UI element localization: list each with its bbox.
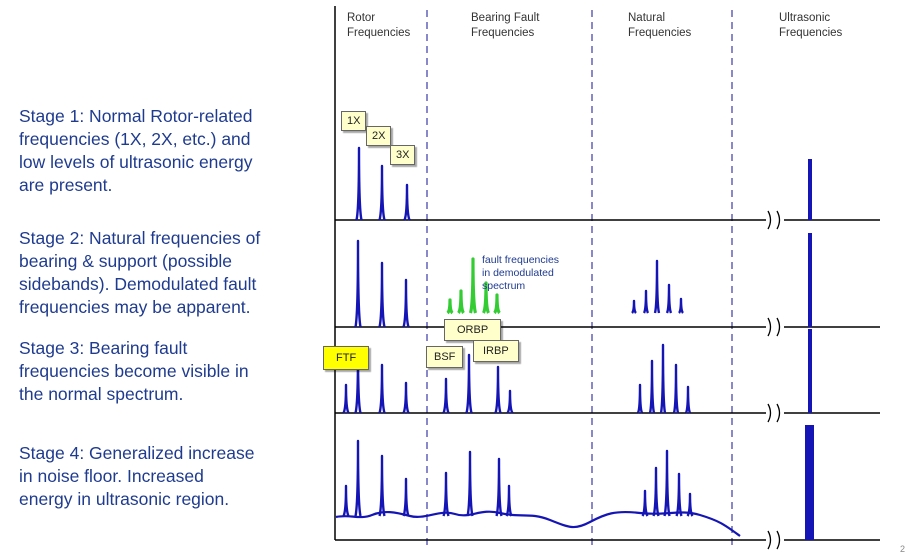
column-header-bearing-fault-line-1: Bearing Fault <box>471 12 540 24</box>
stage-4-peak-1 <box>342 484 350 517</box>
stage-2-peak-2x <box>378 261 386 328</box>
column-header-bearing-fault-line-2: Frequencies <box>471 27 535 39</box>
stage-1-axis-break-b <box>776 210 781 230</box>
stage-3-line-3: the normal spectrum. <box>19 384 184 404</box>
stage-3-peak-2x <box>378 363 386 414</box>
stage-4-peak-7 <box>495 457 503 517</box>
stage-3-natural-peak-3 <box>659 343 667 414</box>
page-number: 2 <box>899 544 905 554</box>
stage-1-line-3: low levels of ultrasonic energy <box>19 152 253 172</box>
stage-3-natural-peak-2 <box>648 359 656 414</box>
label-bsf: BSF <box>426 346 464 368</box>
stage-1-peak-1x <box>355 146 363 221</box>
column-header-ultrasonic: Ultrasonic Frequencies <box>779 11 842 41</box>
column-header-natural-line-1: Natural <box>628 12 666 24</box>
stage-2-description: Stage 2: Natural frequencies of bearing … <box>19 227 319 319</box>
stage-3-line-2: frequencies become visible in <box>19 361 249 381</box>
stage-2-axis-break-b <box>776 317 781 337</box>
stage-1-line-4: are present. <box>19 175 113 195</box>
stage-2-axis-break-a <box>767 317 772 337</box>
column-header-natural: Natural Frequencies <box>628 11 691 41</box>
demodulated-annotation-line-1: fault frequencies <box>482 254 560 266</box>
stage-4-peak-10 <box>652 466 660 517</box>
stage-3-peak-orbp <box>465 353 473 414</box>
demodulated-annotation: fault frequencies in demodulated spectru… <box>482 254 559 293</box>
stage-2-natural-peak-3 <box>653 259 661 314</box>
stage-4-line-1: Stage 4: Generalized increase <box>19 443 255 463</box>
stage-4-peak-6 <box>466 450 474 517</box>
stage-4-peak-8 <box>505 484 513 517</box>
stage-4-peak-2 <box>354 439 362 517</box>
column-header-ultrasonic-line-2: Frequencies <box>779 27 843 39</box>
stage-3-ultrasonic-bar <box>808 329 812 413</box>
stage-4-peak-11 <box>663 449 671 517</box>
stage-2-demod-peak-2 <box>457 289 465 314</box>
stage-2-natural-peak-4 <box>665 283 673 314</box>
stage-1-line-1: Stage 1: Normal Rotor-related <box>19 106 253 126</box>
label-orbp: ORBP <box>444 319 502 341</box>
stage-2-natural-peak-5 <box>678 297 684 314</box>
column-header-rotor-line-1: Rotor <box>347 12 376 24</box>
stage-2-line-3: sidebands). Demodulated fault <box>19 274 257 294</box>
column-header-natural-line-2: Frequencies <box>628 27 692 39</box>
stage-4-peak-12 <box>675 472 683 517</box>
stage-2-demod-peak-3 <box>468 257 478 314</box>
stage-2-line-1: Stage 2: Natural frequencies of <box>19 228 261 248</box>
demodulated-annotation-line-3: spectrum <box>482 280 526 292</box>
label-3x: 3X <box>390 145 416 165</box>
stage-4-axis-break-a <box>767 530 772 550</box>
stage-2-peak-1x <box>354 239 362 328</box>
stage-1-peak-2x <box>378 164 386 221</box>
stage-4-peak-5 <box>442 471 450 517</box>
stage-1-peak-3x <box>403 183 411 221</box>
stage-2-natural-peak-2 <box>642 289 650 314</box>
column-header-bearing-fault: Bearing Fault Frequencies <box>471 11 539 41</box>
stage-2-ultrasonic-bar <box>808 233 812 327</box>
stage-2-demod-peak-1 <box>446 298 454 315</box>
stage-3-axis-break-b <box>776 403 781 423</box>
stage-2-demod-peak-4 <box>482 281 490 314</box>
stage-4-line-2: in noise floor. Increased <box>19 466 204 486</box>
stage-2-demod-peak-5 <box>493 293 501 315</box>
stage-3-natural-peak-5 <box>684 385 692 414</box>
stage-3-peak-irbp-sideband <box>506 389 514 414</box>
stage-3-line-1: Stage 3: Bearing fault <box>19 338 188 358</box>
stage-1-description: Stage 1: Normal Rotor-related frequencie… <box>19 105 319 197</box>
stage-4-peak-9 <box>641 489 649 517</box>
demodulated-annotation-line-2: in demodulated <box>482 267 554 279</box>
stage-3-peak-3x <box>402 381 410 414</box>
stage-2-line-4: frequencies may be apparent. <box>19 297 251 317</box>
stage-2-peak-3x <box>402 278 410 328</box>
label-ftf: FTF <box>323 346 370 370</box>
stage-3-natural-peak-1 <box>636 383 644 414</box>
stage-1-axis-break-a <box>767 210 772 230</box>
stage-3-description: Stage 3: Bearing fault frequencies becom… <box>19 337 319 406</box>
label-irbp: IRBP <box>473 340 519 362</box>
stage-4-ultrasonic-bar <box>805 425 814 540</box>
stage-2-natural-peak-1 <box>631 299 637 314</box>
stage-4-description: Stage 4: Generalized increase in noise f… <box>19 442 319 511</box>
stage-3-peak-ftf <box>342 383 350 414</box>
label-2x: 2X <box>366 126 392 146</box>
column-header-rotor: Rotor Frequencies <box>347 11 410 41</box>
column-header-rotor-line-2: Frequencies <box>347 27 411 39</box>
stage-1-ultrasonic-bar <box>808 159 812 220</box>
stage-3-natural-peak-4 <box>672 363 680 414</box>
stage-4-axis-break-b <box>776 530 781 550</box>
stage-4-peak-4 <box>402 477 410 517</box>
stage-4-noise-floor <box>335 510 741 537</box>
stage-4-line-3: energy in ultrasonic region. <box>19 489 230 509</box>
column-header-ultrasonic-line-1: Ultrasonic <box>779 12 831 24</box>
label-1x: 1X <box>341 111 367 131</box>
stage-3-peak-bsf <box>442 377 450 414</box>
stage-3-axis-break-a <box>767 403 772 423</box>
stage-2-line-2: bearing & support (possible <box>19 251 233 271</box>
stage-4-peak-3 <box>378 454 386 517</box>
stage-3-peak-irbp <box>494 365 502 414</box>
stage-1-line-2: frequencies (1X, 2X, etc.) and <box>19 129 251 149</box>
stage-4-peak-13 <box>686 492 694 517</box>
